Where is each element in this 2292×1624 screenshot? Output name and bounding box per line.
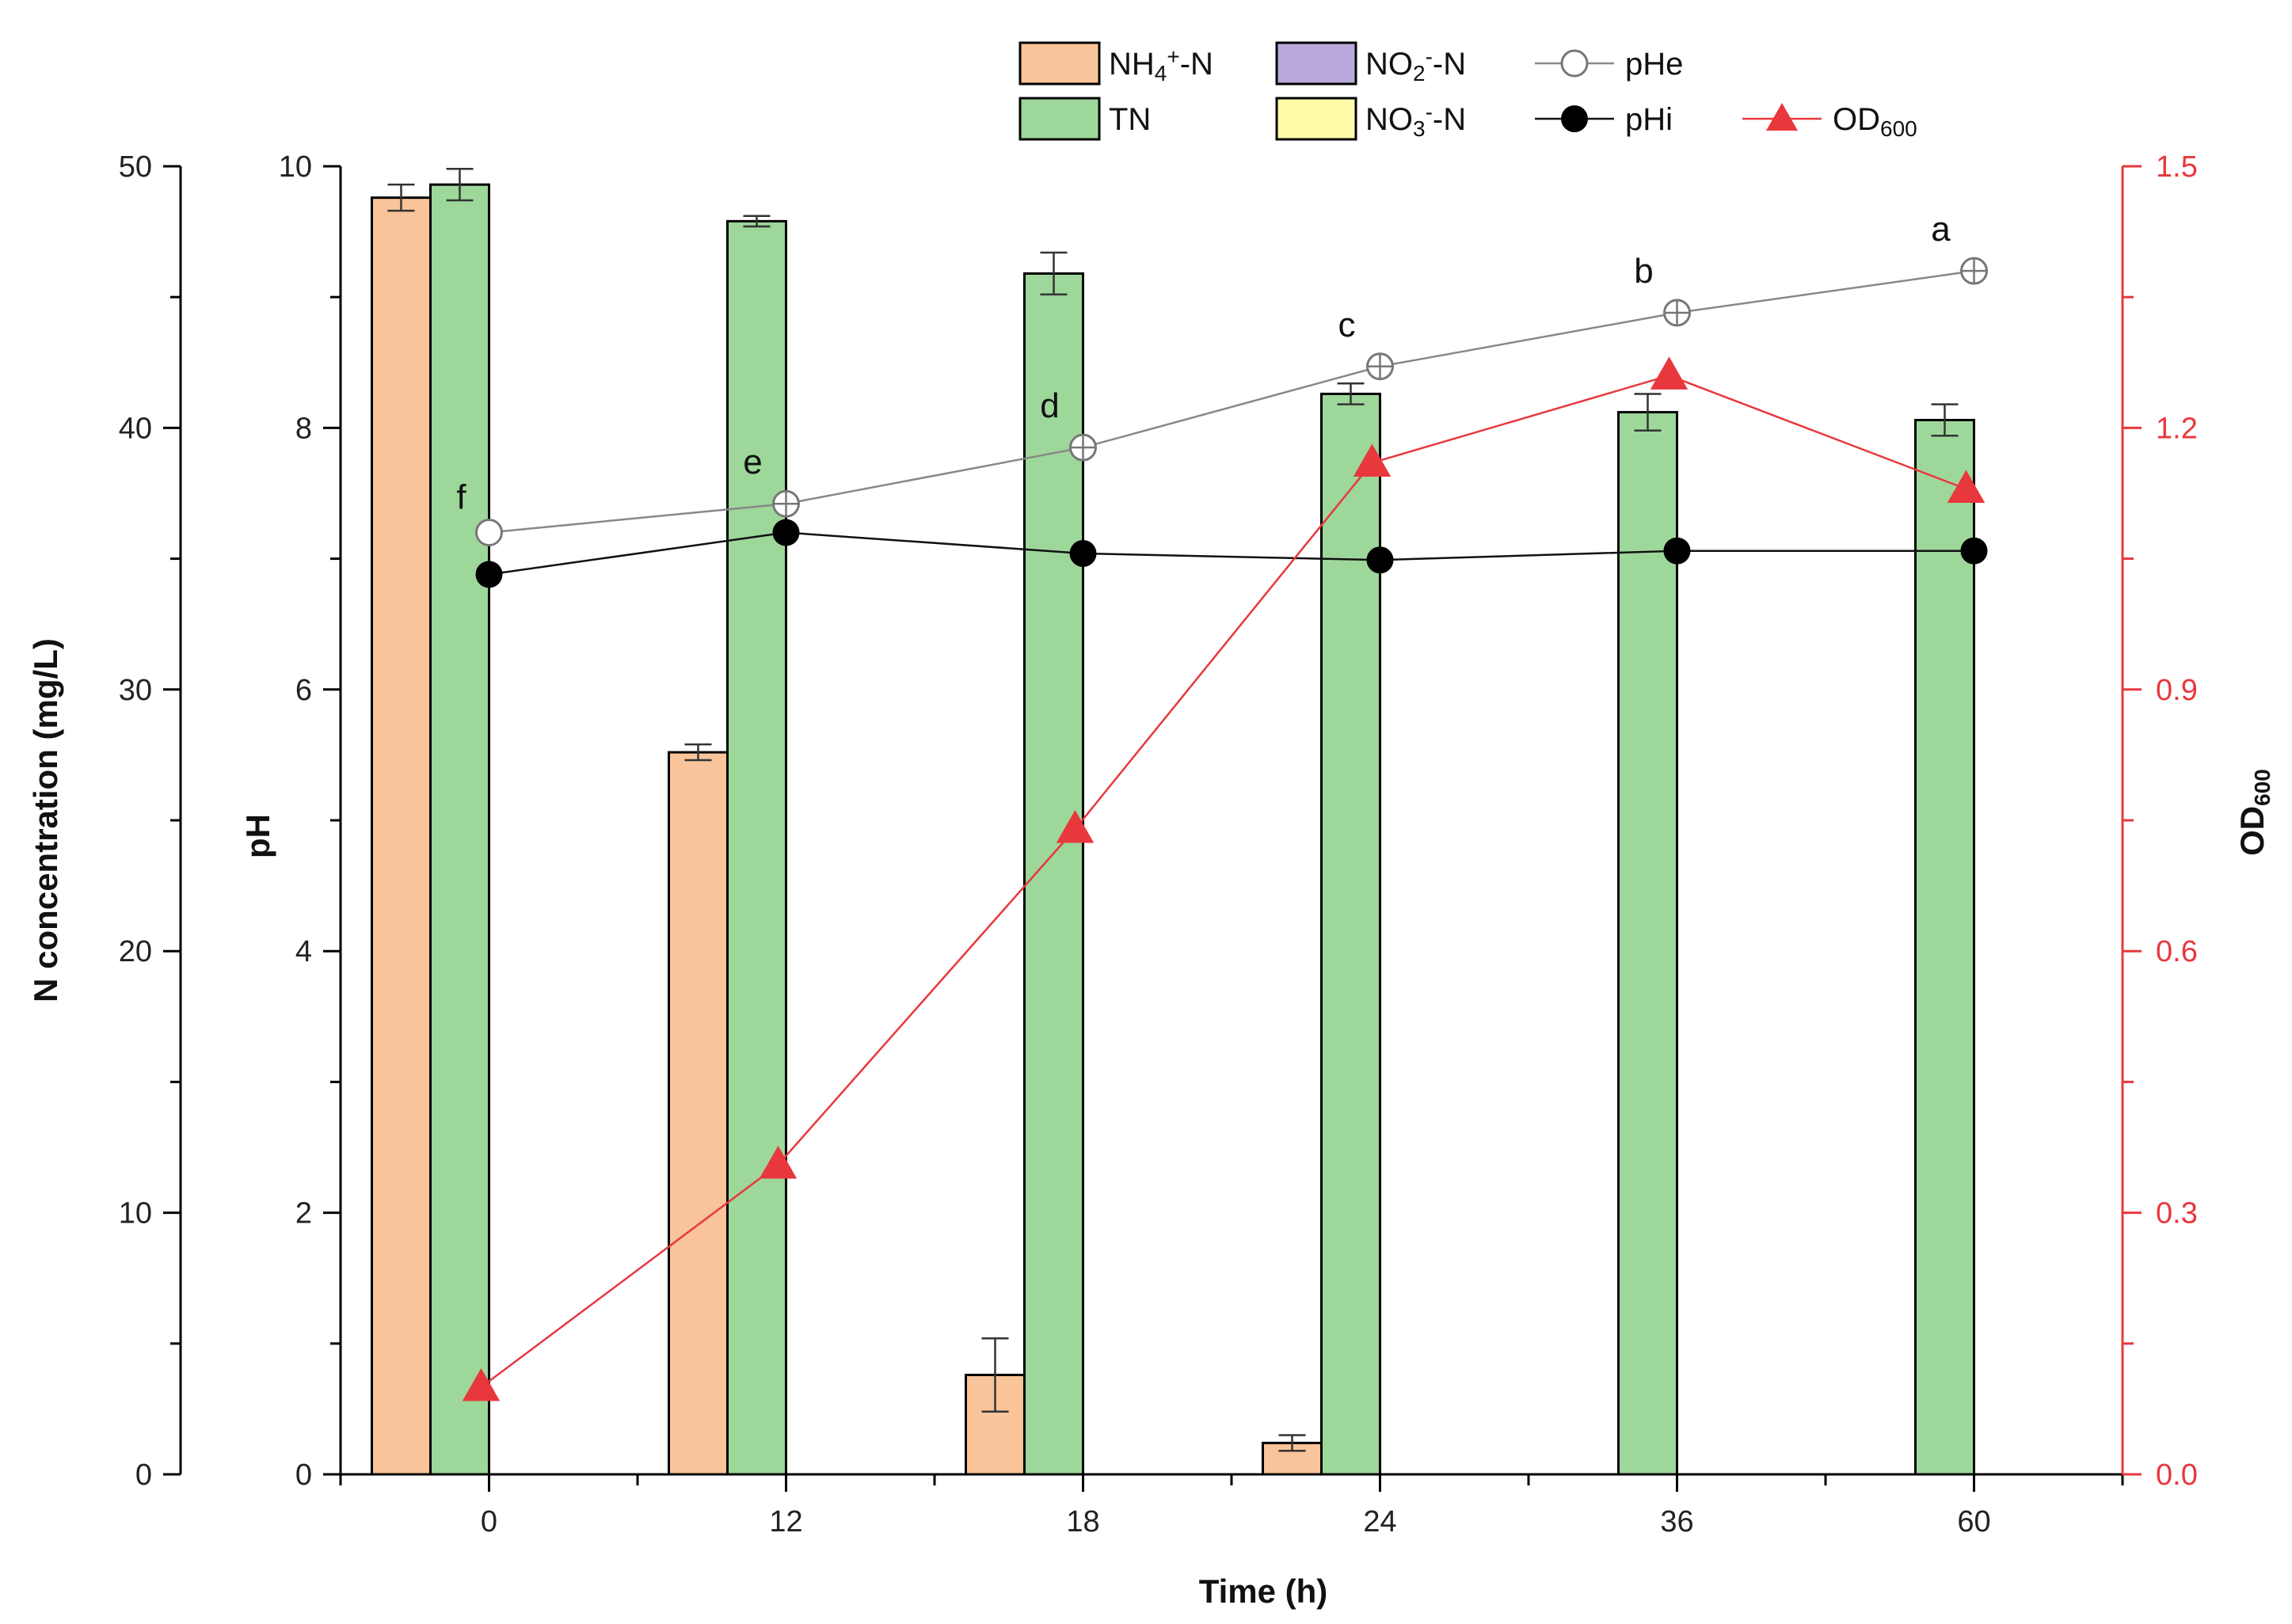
left-tick-label: 20 (119, 935, 152, 968)
phi-line (489, 531, 1974, 576)
bar (429, 183, 490, 1476)
od600-point (1650, 356, 1689, 390)
ph-tick-label: 6 (295, 674, 312, 707)
left-tick-label: 50 (119, 150, 152, 184)
phi-point (1960, 537, 1988, 565)
legend-swatch (1275, 41, 1357, 86)
ph-tick-label: 0 (295, 1459, 312, 1492)
od600-point (462, 1367, 501, 1402)
right-tick-label: 0.3 (2156, 1197, 2198, 1230)
x-tick-label: 60 (1957, 1505, 1990, 1538)
phe-line (489, 269, 1974, 534)
od600-line (480, 375, 1966, 1388)
phe-significance-letter: f (456, 478, 466, 517)
od600-point (1353, 443, 1392, 477)
left-tick-label: 40 (119, 412, 152, 445)
right-tick-label: 0.6 (2156, 935, 2198, 968)
x-tick-label: 24 (1363, 1505, 1396, 1538)
left-tick-label: 10 (119, 1197, 152, 1230)
bar (726, 219, 787, 1476)
phe-significance-letter: c (1338, 306, 1356, 344)
right-tick-label: 0.0 (2156, 1459, 2198, 1492)
legend-label: TN (1109, 102, 1151, 137)
phe-significance-letter: e (743, 443, 762, 481)
legend-label: OD600 (1833, 102, 1917, 141)
bar (1320, 392, 1381, 1476)
bar (1023, 272, 1084, 1476)
left-axis-title: N concentration (mg/L) (27, 638, 64, 1002)
bars (371, 168, 1975, 1476)
ph-axis-title: pH (239, 814, 276, 858)
phi-point (1069, 539, 1097, 567)
lines: f e d c b a (456, 210, 1988, 1402)
legend-label: pHe (1625, 47, 1683, 82)
ph-tick-label: 8 (295, 412, 312, 445)
bar (668, 751, 729, 1476)
right-tick-label: 1.2 (2156, 412, 2198, 445)
ph-tick-label: 2 (295, 1197, 312, 1230)
od600-point (1947, 470, 1986, 503)
phi-point (475, 561, 503, 588)
phe-significance-letter: b (1634, 252, 1653, 291)
left-tick-label: 30 (119, 674, 152, 707)
x-tick-label: 36 (1660, 1505, 1693, 1538)
right-tick-label: 1.5 (2156, 150, 2198, 184)
legend-label: pHi (1625, 102, 1673, 137)
legend-label: NO2--N (1365, 44, 1466, 86)
phi-point (772, 519, 800, 546)
bar (1914, 418, 1975, 1476)
bar (1617, 411, 1678, 1476)
x-tick-label: 18 (1066, 1505, 1099, 1538)
left-tick-label: 0 (135, 1459, 152, 1492)
phi-point (1366, 546, 1394, 574)
x-tick-label: 0 (481, 1505, 497, 1538)
od600-point (1056, 809, 1095, 843)
bar (371, 196, 432, 1476)
right-tick-label: 0.9 (2156, 674, 2198, 707)
x-axis-title: Time (h) (1199, 1573, 1328, 1610)
right-axis-title: OD600 (2233, 769, 2275, 856)
phe-significance-letter: a (1931, 210, 1951, 249)
legend-label: NH4+-N (1109, 44, 1213, 86)
phe-point (475, 519, 503, 547)
legend: NH4+-N TN NO2--N NO3--N pHe pHi OD600 (1018, 41, 1917, 141)
legend-marker (1561, 105, 1588, 132)
legend-swatch (1018, 97, 1101, 141)
od600-point (759, 1146, 798, 1179)
phe-significance-letter: d (1040, 386, 1059, 425)
legend-swatch (1275, 97, 1357, 141)
legend-marker (1766, 103, 1798, 131)
axis-titles: Time (h) N concentration (mg/L) pH OD600 (27, 638, 2275, 1610)
legend-marker (1560, 49, 1589, 78)
axes: 0 12 18 24 36 600102030405002468100.00.30.60.… (119, 150, 2198, 1538)
ph-tick-label: 10 (279, 150, 312, 184)
legend-swatch (1018, 41, 1101, 86)
ph-tick-label: 4 (295, 935, 312, 968)
phi-point (1663, 537, 1691, 565)
legend-label: NO3--N (1365, 100, 1466, 141)
x-tick-label: 12 (769, 1505, 802, 1538)
